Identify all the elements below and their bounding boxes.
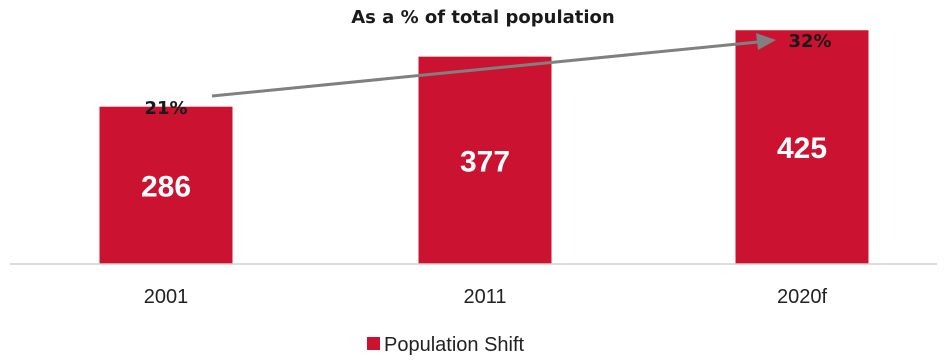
- trend-arrow: [211, 40, 759, 98]
- x-tick-2001: 2001: [144, 286, 189, 308]
- legend: Population Shift: [367, 334, 525, 356]
- bar-2011: [418, 56, 552, 265]
- x-tick-labels: 2001 2011 2020f: [144, 286, 828, 308]
- bar-2001: [99, 106, 233, 264]
- bars-group: 286 377 425: [99, 30, 869, 265]
- trend-arrowhead: [756, 33, 776, 50]
- bar-2020f: [735, 30, 869, 264]
- x-tick-2020f: 2020f: [777, 286, 827, 308]
- legend-label: Population Shift: [384, 334, 525, 356]
- annotation-end-label: 32%: [788, 31, 831, 52]
- legend-swatch: [367, 337, 380, 350]
- bar-value-label-2001: 286: [141, 170, 191, 203]
- bar-value-label-2020f: 425: [777, 132, 827, 165]
- bar-value-label-2011: 377: [460, 145, 510, 178]
- annotation-start-label: 21%: [144, 98, 187, 119]
- annotation-title: As a % of total population: [351, 7, 614, 28]
- x-tick-2011: 2011: [463, 286, 506, 308]
